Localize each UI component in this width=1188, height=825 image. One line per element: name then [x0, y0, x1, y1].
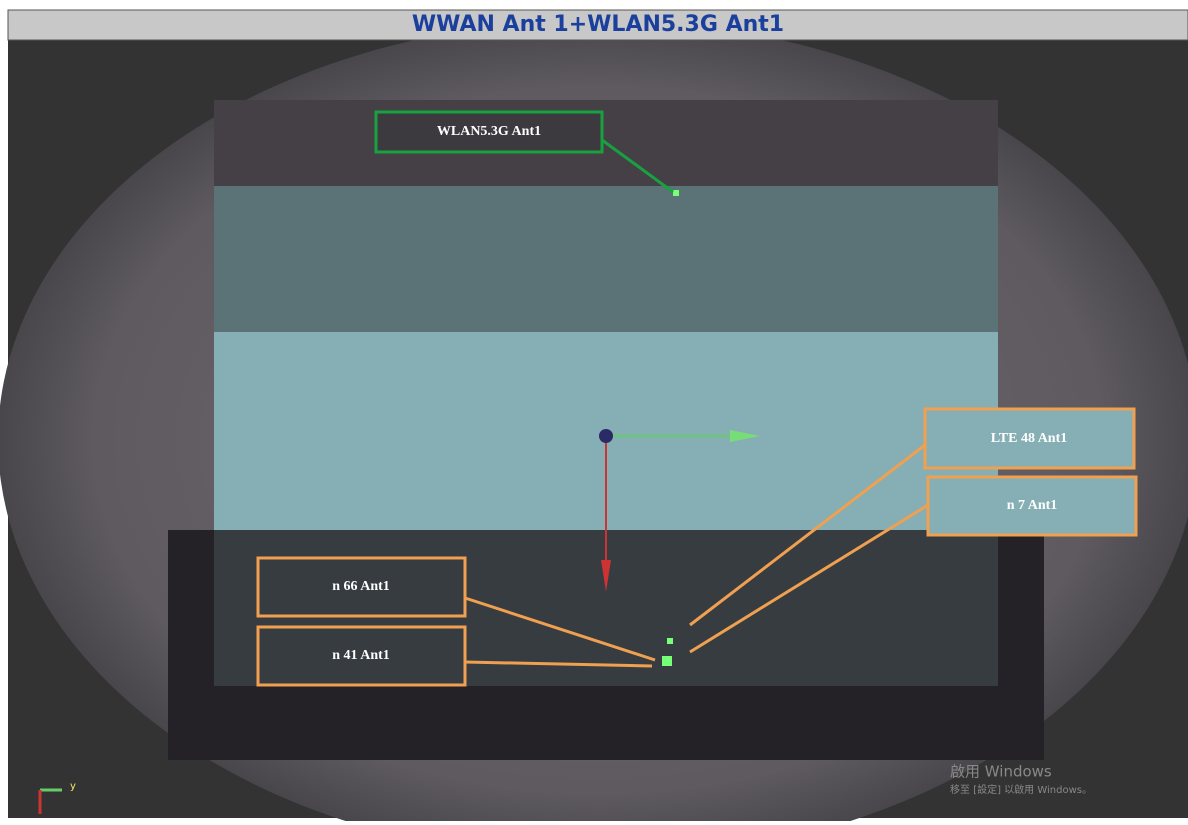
axis-y-head	[601, 560, 611, 592]
point	[667, 638, 673, 644]
leader	[464, 660, 653, 668]
watermark: 啟用 Windows	[950, 763, 1052, 781]
leader	[601, 138, 674, 194]
label-box	[374, 110, 604, 154]
origin	[599, 429, 613, 443]
label-box	[256, 556, 467, 618]
label: WLAN5.3G Ant1	[437, 124, 541, 139]
leader	[464, 596, 656, 662]
title-bar	[7, 9, 1188, 41]
watermark: 移至 [設定] 以啟用 Windows。	[950, 783, 1092, 796]
axis-x-head	[730, 430, 760, 442]
point	[673, 190, 679, 196]
label: LTE 48 Ant1	[991, 431, 1068, 446]
label-box	[926, 475, 1138, 537]
title: WWAN Ant 1+WLAN5.3G Ant1	[412, 12, 784, 37]
triad-label: y	[70, 781, 76, 792]
label: n 7 Ant1	[1007, 498, 1058, 513]
label: n 41 Ant1	[332, 648, 390, 663]
layer-mid	[214, 186, 998, 332]
leader	[689, 503, 929, 654]
label: n 66 Ant1	[332, 579, 390, 594]
label-box	[923, 407, 1136, 470]
leader	[689, 443, 926, 627]
point	[662, 656, 672, 666]
label-box	[256, 625, 467, 687]
